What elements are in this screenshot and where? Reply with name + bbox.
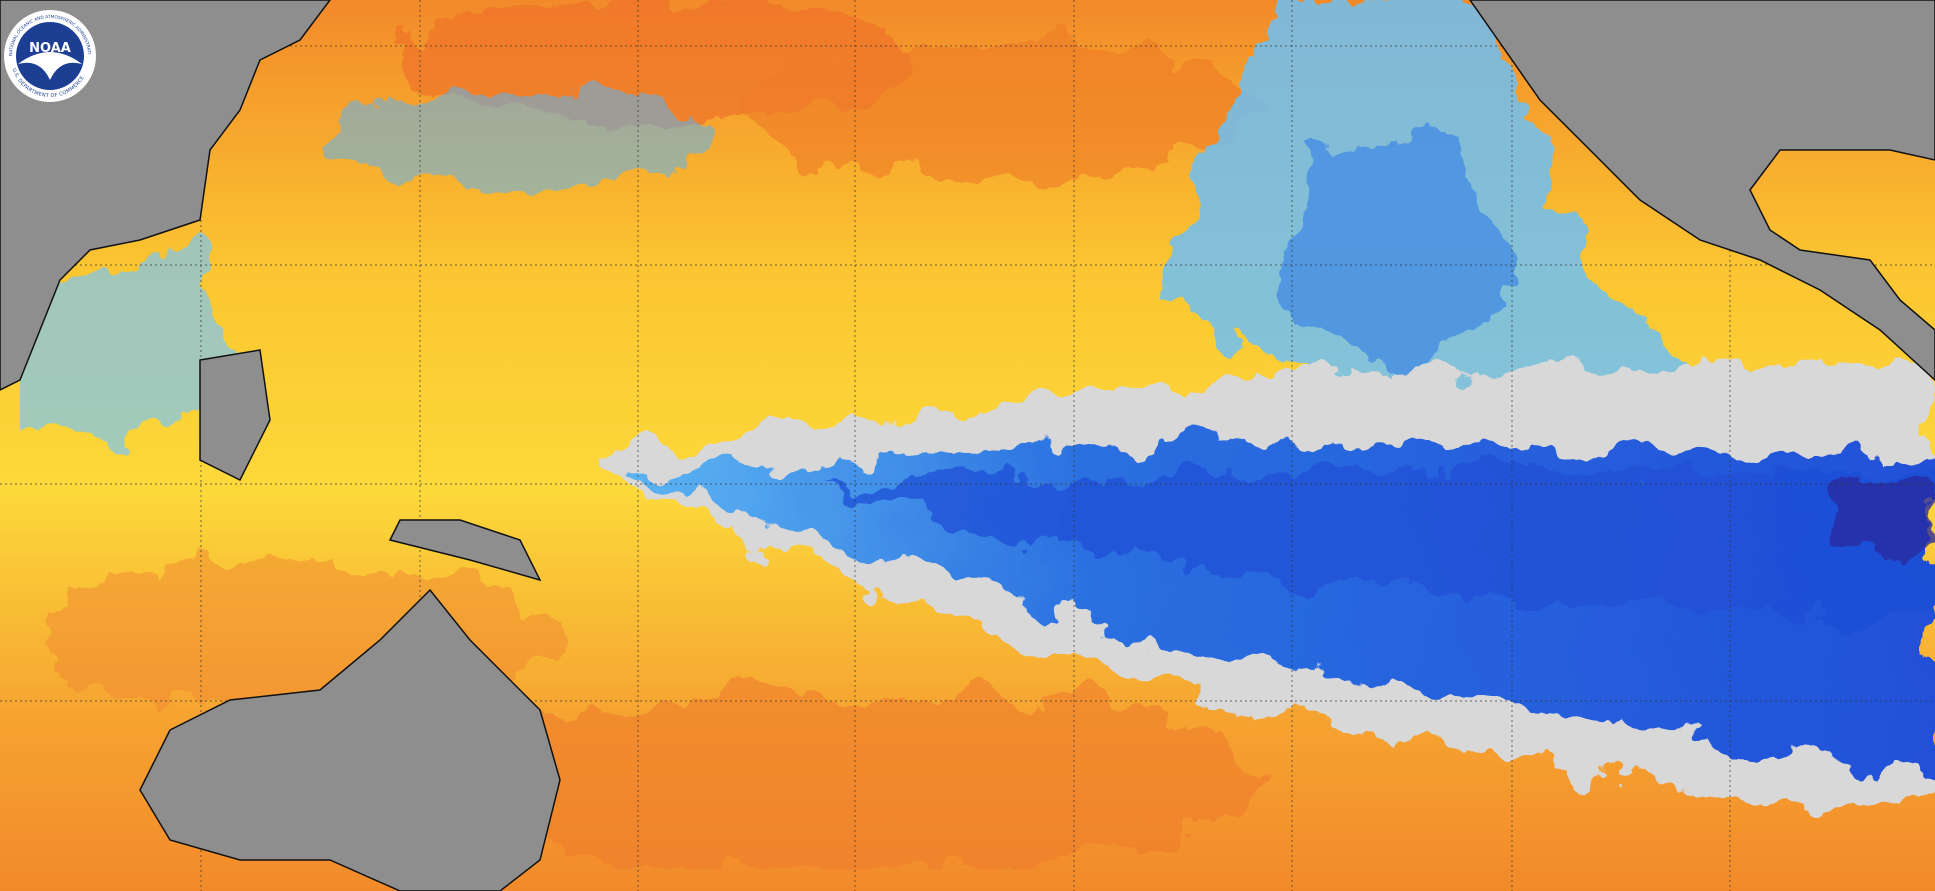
logo-gull: [18, 52, 82, 80]
asia: [0, 0, 331, 391]
new-guinea: [388, 519, 542, 582]
australia: [139, 588, 561, 891]
philippines-borneo: [199, 349, 271, 482]
logo-text: NOAA: [29, 41, 71, 56]
north-america: [1469, 0, 1935, 382]
anomaly-patterns: [20, 0, 1935, 870]
